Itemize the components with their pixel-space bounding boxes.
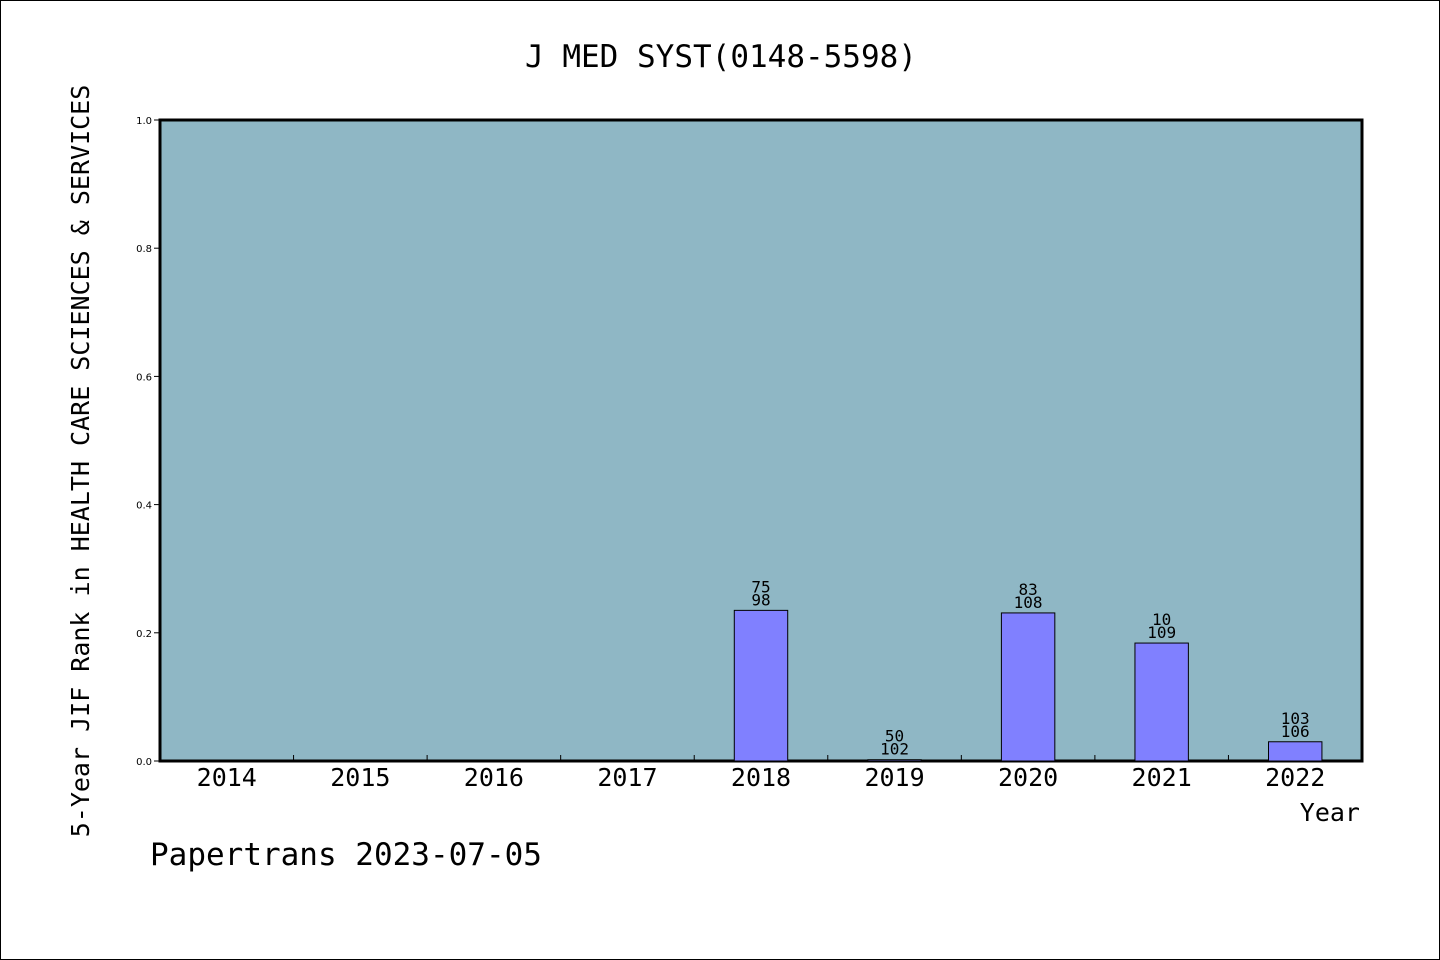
footer-text: Papertrans 2023-07-05: [150, 837, 542, 873]
x-axis-label: Year: [1300, 798, 1360, 827]
y-tick-label: 1.0: [136, 116, 152, 127]
x-tick-label: 2022: [1265, 763, 1325, 792]
x-tick-label: 2016: [464, 763, 524, 792]
chart-title: J MED SYST(0148-5598): [525, 39, 917, 75]
bar-2021: [1134, 642, 1189, 762]
bar-label-rank: 10: [1152, 610, 1171, 629]
bar-label-rank: 50: [885, 727, 904, 746]
x-tick-label: 2015: [330, 763, 390, 792]
bar-label-rank: 83: [1018, 580, 1037, 599]
bar-label-total: 106: [1281, 722, 1310, 741]
x-tick-label: 2018: [731, 763, 791, 792]
x-ticks-group: 2014 2015 2016 2017 2018 2019 2020 2021 2022: [197, 755, 1325, 792]
x-tick-label: 2020: [998, 763, 1058, 792]
bar-label-total: 108: [1014, 593, 1043, 612]
x-tick-label: 2019: [864, 763, 924, 792]
x-tick-label: 2014: [197, 763, 257, 792]
bar-label-rank: 75: [751, 577, 770, 596]
bar-2020: [1000, 612, 1056, 762]
bar-2022: [1268, 741, 1323, 762]
y-tick-label: 0.8: [136, 244, 152, 255]
y-tick-label: 0.4: [136, 501, 152, 512]
bar-2018: [733, 609, 789, 762]
bar-label-total: 98: [751, 590, 770, 609]
x-tick-label: 2017: [597, 763, 657, 792]
bar-label-rank: 103: [1281, 709, 1310, 728]
y-ticks-group: 0.0 0.2 0.4 0.6 0.8 1.0: [136, 116, 160, 768]
y-tick-label: 0.0: [136, 757, 152, 768]
bar-2019: [867, 759, 922, 762]
x-tick-label: 2021: [1132, 763, 1192, 792]
bar-label-total: 102: [880, 740, 909, 759]
bar-label-total: 109: [1147, 623, 1176, 642]
y-axis-label: 5-Year JIF Rank in HEALTH CARE SCIENCES …: [66, 85, 95, 838]
y-tick-label: 0.6: [136, 372, 152, 383]
y-tick-label: 0.2: [136, 629, 152, 640]
